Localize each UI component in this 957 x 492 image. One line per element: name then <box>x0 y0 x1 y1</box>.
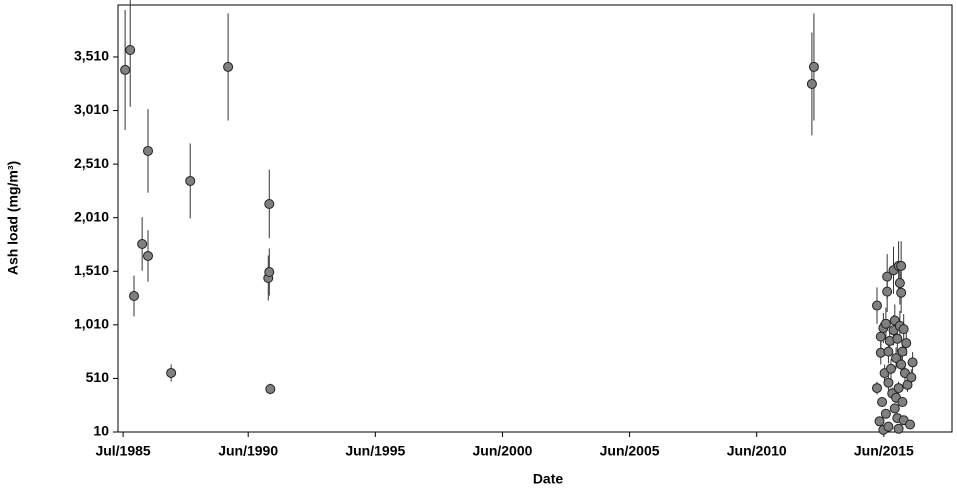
data-point <box>880 318 891 329</box>
data-point <box>265 384 276 395</box>
x-tick-label: Jun/2005 <box>600 443 660 459</box>
y-tick-label: 3,010 <box>74 101 109 117</box>
y-tick-label: 1,010 <box>74 316 109 332</box>
data-point <box>871 300 882 311</box>
data-point <box>264 198 275 209</box>
data-point <box>166 367 177 378</box>
data-point <box>891 353 902 364</box>
x-axis-label: Date <box>533 471 564 487</box>
data-point <box>120 64 131 75</box>
y-tick-label: 510 <box>86 369 110 385</box>
data-point <box>882 271 893 282</box>
y-tick-label: 2,510 <box>74 155 109 171</box>
data-point <box>905 419 916 430</box>
data-point <box>883 346 894 357</box>
data-point <box>883 421 894 432</box>
data-point <box>898 324 909 335</box>
y-tick-label: 10 <box>93 423 109 439</box>
data-point <box>906 372 917 383</box>
x-tick-label: Jun/2000 <box>472 443 532 459</box>
data-point <box>883 377 894 388</box>
x-tick-label: Jun/2015 <box>854 443 914 459</box>
data-point <box>871 383 882 394</box>
data-point <box>143 250 154 261</box>
data-point <box>894 278 905 289</box>
data-point <box>896 287 907 298</box>
data-point <box>901 338 912 349</box>
data-point <box>129 291 140 302</box>
x-tick-label: Jun/1995 <box>345 443 405 459</box>
y-tick-label: 3,510 <box>74 48 109 64</box>
data-point <box>896 260 907 271</box>
y-axis-label: Ash load (mg/m³) <box>5 161 21 275</box>
data-point <box>892 333 903 344</box>
data-point <box>808 61 819 72</box>
data-point <box>880 408 891 419</box>
data-point <box>907 357 918 368</box>
data-point <box>185 175 196 186</box>
data-point <box>893 423 904 434</box>
x-tick-label: Jul/1985 <box>95 443 150 459</box>
data-point <box>223 61 234 72</box>
data-point <box>264 267 275 278</box>
plot-frame <box>117 4 953 433</box>
data-point <box>882 286 893 297</box>
x-tick-label: Jun/1990 <box>218 443 278 459</box>
data-point <box>889 403 900 414</box>
data-point <box>896 359 907 370</box>
data-point <box>874 416 885 427</box>
y-tick-label: 1,510 <box>74 262 109 278</box>
data-point <box>877 396 888 407</box>
y-tick-label: 2,010 <box>74 208 109 224</box>
data-point <box>893 383 904 394</box>
data-point <box>806 78 817 89</box>
data-point <box>125 45 136 56</box>
x-tick-label: Jun/2010 <box>727 443 787 459</box>
data-point <box>885 363 896 374</box>
data-point <box>897 396 908 407</box>
data-point <box>875 331 886 342</box>
data-point <box>143 145 154 156</box>
data-point <box>137 238 148 249</box>
data-point <box>897 346 908 357</box>
